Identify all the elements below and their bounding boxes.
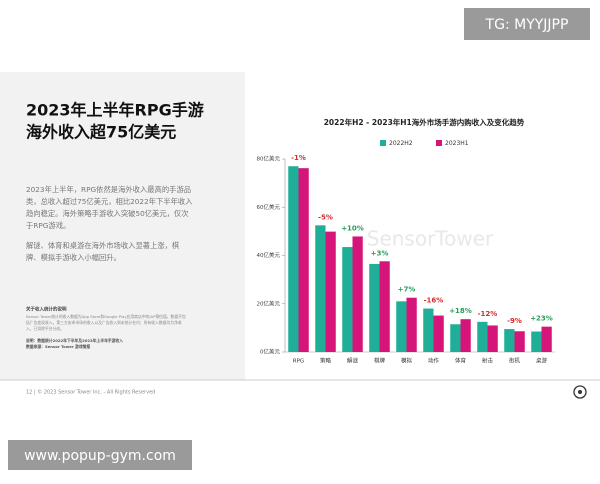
x-tick-label: 动作 bbox=[428, 357, 440, 365]
chart-title: 2022年H2 - 2023年H1海外市场手游内购收入及变化趋势 bbox=[324, 117, 525, 127]
headline: 2023年上半年RPG手游 bbox=[26, 101, 204, 120]
bar bbox=[487, 325, 498, 352]
bar bbox=[342, 247, 353, 352]
bar bbox=[288, 166, 299, 352]
bar bbox=[514, 331, 525, 352]
x-tick-label: 体育 bbox=[455, 357, 467, 365]
bar bbox=[450, 324, 461, 352]
x-tick-label: 桌游 bbox=[536, 357, 548, 365]
change-label: +3% bbox=[371, 249, 389, 257]
bar bbox=[352, 236, 363, 352]
x-tick-label: 解谜 bbox=[347, 357, 359, 365]
paragraph-line: 2023年上半年，RPG依然是海外收入最高的手游品 bbox=[26, 185, 191, 194]
note-line: Sensor Tower统计的收入数据为App Store和Google Pla… bbox=[26, 314, 186, 319]
change-label: -5% bbox=[318, 213, 333, 221]
legend-swatch bbox=[436, 140, 442, 146]
paragraph-line: 类，总收入超过75亿美元，相比2022年下半年收入 bbox=[26, 197, 193, 206]
y-tick-label: 40亿美元 bbox=[257, 251, 281, 259]
change-label: -9% bbox=[507, 317, 522, 325]
y-tick-label: 0亿美元 bbox=[260, 348, 280, 356]
x-tick-label: 街机 bbox=[509, 357, 521, 365]
bar bbox=[298, 168, 309, 352]
change-label: +10% bbox=[341, 224, 364, 232]
bar bbox=[325, 231, 336, 352]
bar bbox=[477, 321, 488, 352]
bar bbox=[541, 326, 552, 352]
paragraph-line: 牌、模拟手游收入小幅回升。 bbox=[26, 253, 121, 262]
legend-swatch bbox=[380, 140, 386, 146]
note-title: 关于收入统计的说明 bbox=[26, 306, 67, 313]
x-tick-label: 棋牌 bbox=[374, 357, 386, 365]
paragraph-line: 趋向稳定。海外策略手游收入突破50亿美元，仅次 bbox=[26, 209, 189, 218]
source-line: 数据来源：Sensor Tower 游戏情报 bbox=[25, 344, 90, 349]
y-tick-label: 20亿美元 bbox=[257, 299, 281, 307]
bar bbox=[396, 301, 407, 352]
watermark-box bbox=[8, 440, 192, 470]
note-line: 入，已扣除平台分成。 bbox=[26, 326, 64, 331]
y-tick-label: 80亿美元 bbox=[257, 155, 281, 163]
change-label: +7% bbox=[398, 286, 416, 294]
logo bbox=[573, 385, 587, 399]
change-label: +23% bbox=[530, 315, 553, 323]
bar bbox=[369, 263, 380, 352]
bar bbox=[379, 261, 390, 352]
logo bbox=[578, 390, 582, 394]
legend-label: 2022H2 bbox=[389, 140, 413, 147]
footer: 12 | © 2023 Sensor Tower Inc. - All Righ… bbox=[26, 389, 155, 396]
watermark-box bbox=[464, 8, 590, 40]
chart-watermark: SensorTower bbox=[367, 227, 494, 251]
paragraph-line: 解谜、体育和桌游在海外市场收入显著上涨，棋 bbox=[26, 241, 180, 250]
legend-label: 2023H1 bbox=[445, 140, 469, 147]
paragraph-line: 于RPG游戏。 bbox=[26, 221, 70, 230]
change-label: +18% bbox=[449, 307, 472, 315]
source-line: 说明：数据统计2022年下半年及2023年上半年手游收入 bbox=[26, 338, 123, 343]
bar bbox=[423, 308, 434, 352]
change-label: -12% bbox=[478, 310, 498, 318]
change-label: -1% bbox=[291, 154, 306, 162]
bar bbox=[460, 319, 471, 352]
bar bbox=[406, 297, 417, 352]
x-tick-label: RPG bbox=[293, 359, 304, 365]
note-line: 括广告变现收入。第三方安卓市场的收入以及广告收入则未统计在内；所有收入数据均为净… bbox=[26, 320, 182, 325]
change-label: -16% bbox=[424, 297, 444, 305]
x-tick-label: 射击 bbox=[482, 357, 494, 365]
bar bbox=[531, 331, 542, 352]
x-tick-label: 策略 bbox=[320, 357, 332, 365]
watermark-text: www.popup-gym.com bbox=[24, 448, 176, 464]
watermark-text: TG: MYYJJPP bbox=[485, 17, 569, 33]
y-tick-label: 60亿美元 bbox=[257, 203, 281, 211]
bar bbox=[504, 329, 515, 352]
left-panel bbox=[0, 72, 245, 380]
x-tick-label: 模拟 bbox=[401, 357, 413, 365]
bar bbox=[315, 225, 326, 352]
headline: 海外收入超75亿美元 bbox=[26, 123, 176, 142]
bar bbox=[433, 315, 444, 352]
